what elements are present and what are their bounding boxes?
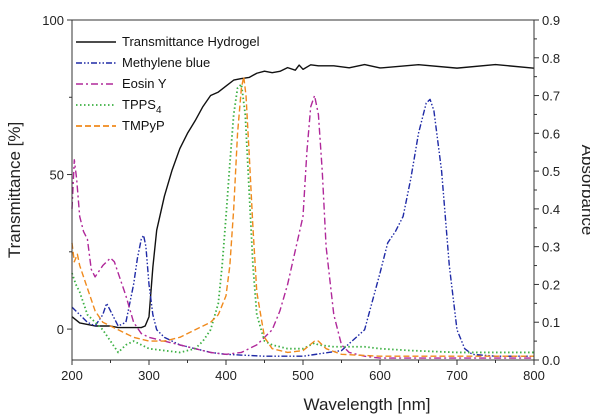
legend-label-eosin-y: Eosin Y	[122, 76, 167, 91]
legend-label-tpps4-sub: 4	[156, 105, 162, 116]
y-axis-right-label: Absorbance	[578, 145, 590, 236]
x-axis-label: Wavelength [nm]	[304, 395, 431, 414]
y-right-tick-label: 0.3	[542, 240, 560, 255]
y-right-tick-label: 0.7	[542, 89, 560, 104]
y-right-tick-label: 0.8	[542, 51, 560, 66]
x-tick-label: 300	[138, 368, 160, 383]
legend-label-tmpyp: TMPyP	[122, 118, 165, 133]
legend-label-transmittance: Transmittance Hydrogel	[122, 34, 260, 49]
series-line-1	[71, 98, 534, 357]
y-right-tick-label: 0.2	[542, 277, 560, 292]
x-tick-label: 400	[215, 368, 237, 383]
y-right-tick-label: 0.9	[542, 13, 560, 28]
legend-label-tpps4: TPPS4	[122, 97, 162, 116]
y-right-tick-label: 0.5	[542, 164, 560, 179]
y-right-tick-label: 0.1	[542, 315, 560, 330]
y-right-tick-label: 0.4	[542, 202, 560, 217]
y-right-tick-label: 0.0	[542, 353, 560, 368]
y-axis-left-label: Transmittance [%]	[5, 122, 24, 258]
legend-label-methylene-blue: Methylene blue	[122, 55, 210, 70]
x-tick-label: 200	[61, 368, 83, 383]
y-left-tick-label: 50	[50, 168, 64, 183]
series-line-2	[71, 94, 534, 359]
y-left-tick-label: 100	[42, 13, 64, 28]
x-tick-label: 500	[292, 368, 314, 383]
x-tick-label: 700	[446, 368, 468, 383]
legend: Transmittance Hydrogel Methylene blue Eo…	[76, 34, 260, 133]
y-left-tick-label: 0	[57, 322, 64, 337]
series-line-4	[71, 75, 534, 357]
ticks-layer: 200 300 400 500 600 700 800 0 50 100 0.0 0.1 0.2 0.3 0…	[42, 13, 560, 383]
legend-label-tpps4-main: TPPS	[122, 97, 156, 112]
series-layer	[71, 63, 535, 359]
series-line-0	[71, 63, 535, 329]
plot-frame	[71, 19, 535, 361]
x-tick-label: 800	[523, 368, 545, 383]
axes-layer	[71, 19, 535, 361]
y-right-tick-label: 0.6	[542, 126, 560, 141]
x-tick-label: 600	[369, 368, 391, 383]
